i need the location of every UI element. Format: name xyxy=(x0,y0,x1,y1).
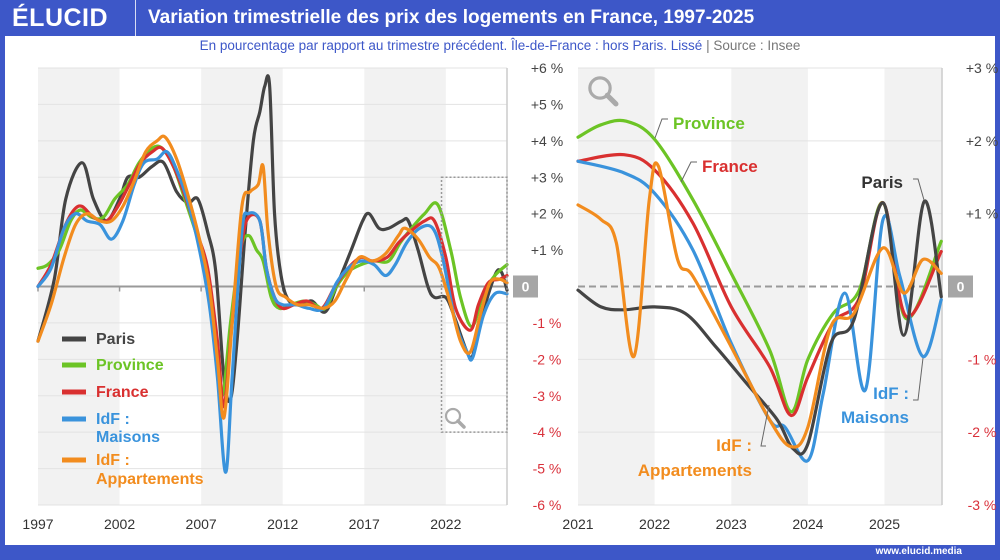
frame-left xyxy=(0,0,5,560)
x-tick-label: 2007 xyxy=(186,516,217,532)
subtitle-text: En pourcentage par rapport au trimestre … xyxy=(199,38,703,53)
zero-label-box xyxy=(948,275,973,298)
y-tick-label: -5 % xyxy=(533,461,562,477)
magnifier-icon xyxy=(444,407,466,429)
magnifier-handle xyxy=(456,419,466,429)
series-line-idf-appartements xyxy=(36,134,509,420)
magnifier-lens xyxy=(444,407,462,425)
series-label: Paris xyxy=(861,173,903,192)
magnifier-lens xyxy=(588,76,612,100)
y-tick-label: -3 % xyxy=(968,497,997,513)
legend-label: IdF : xyxy=(96,452,130,469)
y-tick-label: -6 % xyxy=(533,497,562,513)
footer: www.elucid.media xyxy=(0,545,1000,560)
y-tick-label: +1 % xyxy=(966,206,998,222)
legend-label: Maisons xyxy=(96,429,160,446)
x-tick-label: 2012 xyxy=(267,516,298,532)
x-tick-label: 2017 xyxy=(349,516,380,532)
y-tick-label: 0 xyxy=(957,279,965,295)
x-tick-label: 2025 xyxy=(869,516,900,532)
series-line-province xyxy=(36,144,509,398)
x-tick-label: 2022 xyxy=(639,516,670,532)
y-tick-label: +3 % xyxy=(966,60,998,76)
zoom-box xyxy=(440,176,508,433)
x-tick-label: 2021 xyxy=(562,516,593,532)
series-line-paris xyxy=(576,199,943,456)
series-label: Appartements xyxy=(638,461,752,480)
footer-url: www.elucid.media xyxy=(875,546,962,557)
y-tick-label: -4 % xyxy=(533,424,562,440)
x-tick-label: 2023 xyxy=(716,516,747,532)
y-tick-label: -1 % xyxy=(968,351,997,367)
y-tick-label: +2 % xyxy=(531,206,563,222)
y-tick-label: +4 % xyxy=(531,133,563,149)
label-leader-line xyxy=(913,178,925,201)
magnifier-icon xyxy=(588,76,619,107)
header: ÉLUCID Variation trimestrielle des prix … xyxy=(0,0,1000,36)
y-tick-label: -2 % xyxy=(968,424,997,440)
series-label: Province xyxy=(673,114,745,133)
series-line-idf-appartements xyxy=(576,161,943,449)
x-tick-label: 2022 xyxy=(430,516,461,532)
legend-label: Appartements xyxy=(96,471,204,488)
y-tick-label: +1 % xyxy=(531,242,563,258)
series-label: France xyxy=(702,157,758,176)
series-line-idf-maisons xyxy=(36,149,509,474)
y-tick-label: +2 % xyxy=(966,133,998,149)
series-line-paris xyxy=(36,74,509,404)
legend-label: IdF : xyxy=(96,411,130,428)
legend-label: Province xyxy=(96,357,164,374)
legend-label: Paris xyxy=(96,331,135,348)
x-tick-label: 1997 xyxy=(22,516,53,532)
label-leader-line xyxy=(680,161,697,183)
x-tick-label: 2024 xyxy=(792,516,823,532)
subtitle-separator: | xyxy=(706,38,710,53)
label-leader-line xyxy=(654,118,668,139)
series-label: Maisons xyxy=(841,408,909,427)
label-leader-line xyxy=(760,404,770,447)
header-divider xyxy=(135,0,136,36)
y-tick-label: +5 % xyxy=(531,96,563,112)
y-tick-label: +3 % xyxy=(531,169,563,185)
source: Source : Insee xyxy=(713,38,801,53)
magnifier-handle xyxy=(604,92,619,107)
label-leader-line xyxy=(913,357,924,401)
page-title: Variation trimestrielle des prix des log… xyxy=(148,7,755,28)
series-label: IdF : xyxy=(716,436,752,455)
subtitle: En pourcentage par rapport au trimestre … xyxy=(0,38,1000,53)
y-tick-label: +6 % xyxy=(531,60,563,76)
y-tick-label: -3 % xyxy=(533,388,562,404)
y-tick-label: -1 % xyxy=(533,315,562,331)
zero-label-box xyxy=(513,275,538,298)
y-tick-label: -2 % xyxy=(533,351,562,367)
series-label: IdF : xyxy=(873,384,909,403)
series-line-idf-maisons xyxy=(576,159,943,463)
y-tick-label: 0 xyxy=(522,279,530,295)
legend-label: France xyxy=(96,384,149,401)
frame-right xyxy=(995,0,1000,560)
elucid-logo: ÉLUCID xyxy=(12,4,109,32)
x-tick-label: 2002 xyxy=(104,516,135,532)
